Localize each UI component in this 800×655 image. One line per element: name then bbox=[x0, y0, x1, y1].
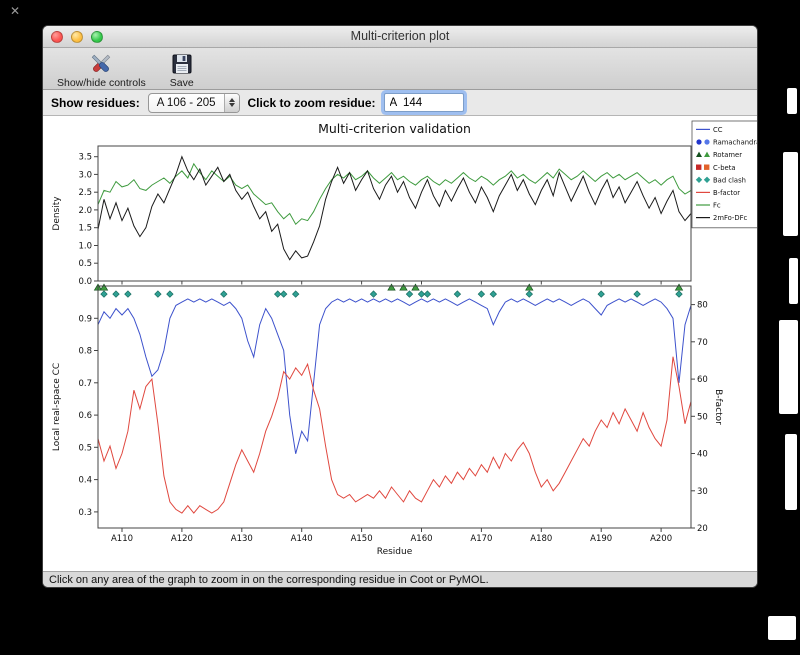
svg-text:0.9: 0.9 bbox=[78, 314, 92, 324]
controls-bar: Show residues: A 106 - 205 Click to zoom… bbox=[43, 90, 757, 116]
screen-artifact bbox=[785, 434, 797, 510]
svg-text:Multi-criterion validation: Multi-criterion validation bbox=[318, 121, 471, 136]
zoom-residue-label: Click to zoom residue: bbox=[247, 95, 376, 110]
svg-text:CC: CC bbox=[713, 126, 723, 134]
svg-text:A160: A160 bbox=[410, 534, 432, 544]
svg-text:A190: A190 bbox=[590, 534, 612, 544]
svg-text:A170: A170 bbox=[470, 534, 492, 544]
screen-artifact bbox=[768, 616, 796, 640]
svg-text:0.7: 0.7 bbox=[78, 379, 92, 389]
svg-text:Ramachandran: Ramachandran bbox=[713, 139, 758, 147]
desktop-artifact-x: ✕ bbox=[10, 4, 21, 18]
svg-text:0.5: 0.5 bbox=[78, 259, 92, 269]
tools-icon bbox=[92, 54, 111, 72]
save-button[interactable]: Save bbox=[166, 50, 198, 90]
status-bar: Click on any area of the graph to zoom i… bbox=[43, 571, 757, 587]
svg-text:A120: A120 bbox=[171, 534, 193, 544]
svg-text:Residue: Residue bbox=[377, 547, 413, 557]
svg-text:A110: A110 bbox=[111, 534, 133, 544]
svg-text:1.0: 1.0 bbox=[78, 242, 92, 252]
screen-artifact bbox=[789, 258, 798, 304]
svg-text:A180: A180 bbox=[530, 534, 552, 544]
svg-text:Density: Density bbox=[52, 196, 62, 231]
svg-text:50: 50 bbox=[697, 412, 708, 422]
zoom-residue-input[interactable] bbox=[383, 93, 464, 112]
residue-range-value: A 106 - 205 bbox=[156, 96, 216, 109]
screen-artifact bbox=[779, 320, 798, 414]
svg-text:1.5: 1.5 bbox=[78, 224, 92, 234]
save-label: Save bbox=[169, 77, 194, 89]
close-button[interactable] bbox=[51, 31, 63, 43]
svg-text:A130: A130 bbox=[231, 534, 253, 544]
svg-text:80: 80 bbox=[697, 301, 708, 311]
svg-text:0.0: 0.0 bbox=[78, 277, 92, 287]
svg-text:60: 60 bbox=[697, 375, 708, 385]
svg-text:0.5: 0.5 bbox=[78, 443, 92, 453]
svg-text:3.5: 3.5 bbox=[78, 153, 92, 163]
titlebar[interactable]: Multi-criterion plot bbox=[43, 26, 757, 48]
svg-text:Rotamer: Rotamer bbox=[713, 151, 742, 159]
svg-text:B-factor: B-factor bbox=[713, 189, 740, 197]
svg-text:0.8: 0.8 bbox=[78, 347, 92, 357]
show-hide-controls-label: Show/hide controls bbox=[57, 77, 146, 89]
svg-text:B-factor: B-factor bbox=[713, 389, 723, 425]
svg-text:0.4: 0.4 bbox=[78, 476, 92, 486]
plot-canvas[interactable]: Multi-criterion validation 0.0 0.5 1.0 1.5 2.… bbox=[43, 116, 757, 571]
combo-stepper-icon[interactable] bbox=[223, 93, 239, 112]
toolbar: Show/hide controls Save bbox=[43, 48, 757, 90]
svg-text:2mFo-DFc: 2mFo-DFc bbox=[713, 214, 747, 222]
svg-text:C-beta: C-beta bbox=[713, 164, 736, 172]
svg-text:2.0: 2.0 bbox=[78, 206, 92, 216]
svg-text:40: 40 bbox=[697, 450, 708, 460]
svg-text:A150: A150 bbox=[351, 534, 373, 544]
svg-text:3.0: 3.0 bbox=[78, 170, 92, 180]
multi-criterion-figure[interactable]: Multi-criterion validation 0.0 0.5 1.0 1.5 2.… bbox=[43, 116, 757, 571]
show-hide-controls-button[interactable]: Show/hide controls bbox=[53, 50, 150, 90]
svg-text:A200: A200 bbox=[650, 534, 672, 544]
screen-artifact bbox=[783, 152, 798, 236]
svg-text:0.3: 0.3 bbox=[78, 508, 92, 518]
window-title: Multi-criterion plot bbox=[350, 29, 450, 43]
app-window: Multi-criterion plot Show/hide controls bbox=[42, 25, 758, 588]
save-icon bbox=[172, 54, 192, 74]
residue-range-select[interactable]: A 106 - 205 bbox=[147, 92, 240, 113]
screen-artifact bbox=[787, 88, 797, 114]
svg-text:30: 30 bbox=[697, 487, 708, 497]
svg-text:70: 70 bbox=[697, 338, 708, 348]
svg-text:Local real-space CC: Local real-space CC bbox=[52, 363, 62, 451]
traffic-lights bbox=[51, 31, 103, 43]
svg-text:20: 20 bbox=[697, 524, 708, 534]
minimize-button[interactable] bbox=[71, 31, 83, 43]
multi-criterion-chart[interactable]: Multi-criterion validation 0.0 0.5 1.0 1.5 2.… bbox=[43, 116, 758, 571]
svg-text:Fc: Fc bbox=[713, 202, 721, 210]
svg-text:2.5: 2.5 bbox=[78, 188, 92, 198]
svg-text:A140: A140 bbox=[291, 534, 313, 544]
zoom-window-button[interactable] bbox=[91, 31, 103, 43]
svg-text:Bad clash: Bad clash bbox=[713, 176, 746, 184]
svg-text:0.6: 0.6 bbox=[78, 411, 92, 421]
show-residues-label: Show residues: bbox=[51, 95, 140, 110]
